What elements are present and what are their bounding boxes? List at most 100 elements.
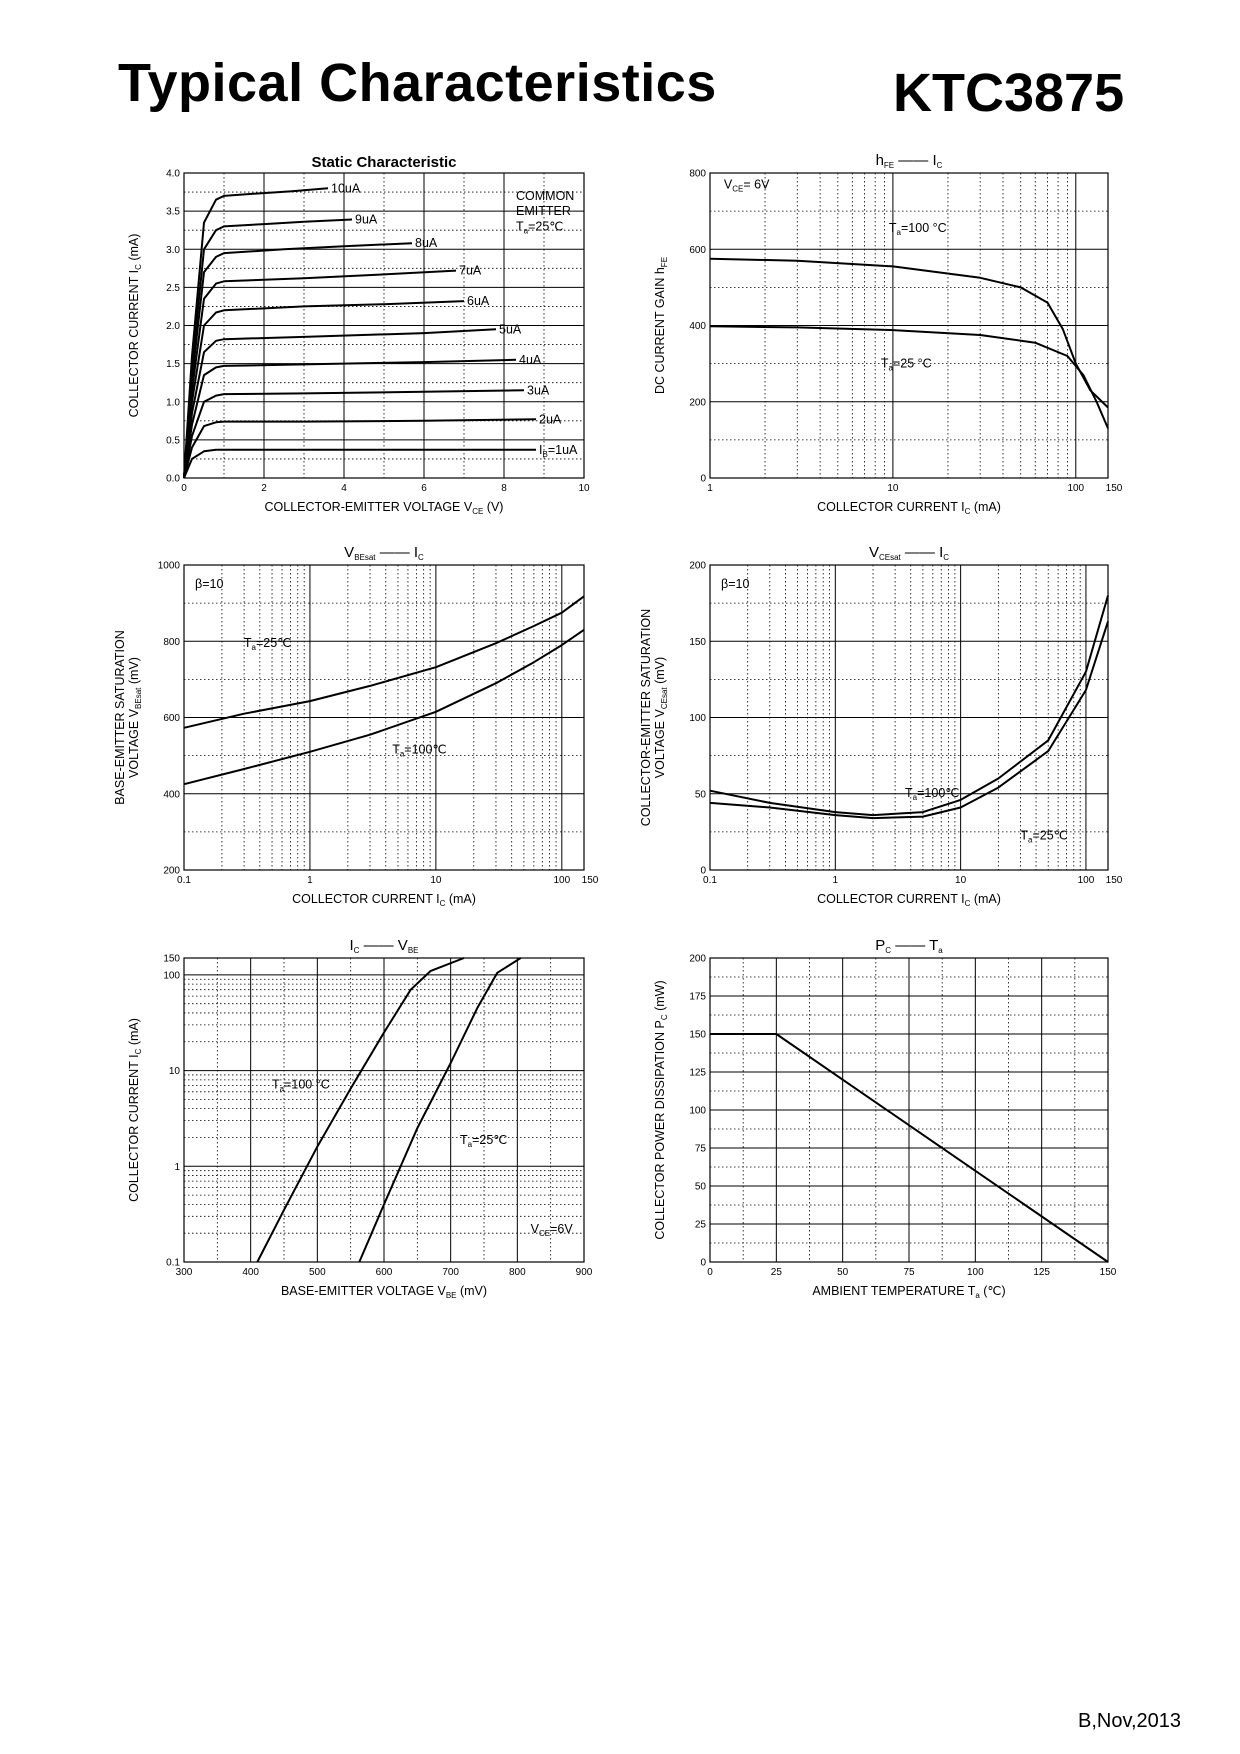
y-axis-subscript: C [660, 1014, 669, 1020]
y-tick-label: 1.5 [166, 359, 180, 370]
series-label: Ta=25 °C [881, 356, 932, 372]
series-label: 2uA [539, 412, 562, 426]
plot-frame [183, 957, 585, 1263]
y-tick-label: 50 [695, 789, 707, 800]
series-line-1 [183, 418, 537, 479]
y-tick-label: 4.0 [166, 169, 180, 180]
x-axis-label: COLLECTOR CURRENT IC (mA) [817, 500, 1001, 516]
y-axis-title-2: VOLTAGE [653, 718, 667, 779]
series-line-0 [183, 595, 585, 729]
y-tick-label: 75 [695, 1144, 707, 1155]
x-tick-label: 6 [421, 483, 427, 494]
note-beta: β=10 [721, 577, 749, 591]
plot-frame [183, 172, 585, 479]
x-axis-symbol: V [464, 500, 473, 514]
x-axis-title: COLLECTOR CURRENT [817, 500, 961, 514]
y-tick-label: 125 [689, 1068, 706, 1079]
x-axis-unit: (V) [483, 500, 503, 514]
x-axis-unit: (mA) [970, 892, 1001, 906]
y-tick-label: 400 [163, 789, 180, 800]
series-label: 9uA [355, 213, 378, 227]
note-vce: VCE= 6V [724, 177, 770, 193]
x-tick-label: 0 [181, 483, 187, 494]
x-tick-label: 0.1 [703, 875, 717, 886]
x-tick-label: 150 [1100, 1267, 1117, 1278]
x-tick-label: 100 [1067, 483, 1084, 494]
y-axis-unit: (mA) [127, 234, 141, 265]
x-tick-label: 50 [837, 1267, 849, 1278]
grid [183, 564, 584, 871]
x-tick-label: 0.1 [177, 875, 191, 886]
series-label: Ta=100 °C [889, 221, 947, 237]
x-tick-label: 1 [833, 875, 839, 886]
series-line-5 [183, 300, 465, 479]
series-line-8 [183, 218, 353, 479]
x-tick-label: 150 [582, 875, 599, 886]
chart-title: VCEsat —— IC [869, 544, 949, 562]
page-title: Typical Characteristics [118, 53, 717, 113]
y-axis-title: COLLECTOR-EMITTER SATURATION [639, 609, 653, 826]
x-axis-subscript: CE [472, 507, 483, 516]
y-tick-label: 600 [689, 245, 706, 256]
x-tick-label: 10 [430, 875, 442, 886]
series-label: 4uA [519, 353, 542, 367]
x-axis-unit: (mA) [970, 500, 1001, 514]
series-label: Ta=25℃ [244, 636, 291, 652]
series-label: Ta=100℃ [392, 743, 446, 759]
chart-pc-ta: 0 25 50 75 100 125 150 0 25 50 75 100 125 150 175 200 AM… [653, 937, 1117, 1300]
y-tick-label: 800 [163, 637, 180, 648]
y-axis-subscript: CEsat [660, 687, 669, 710]
y-tick-label: 175 [689, 992, 706, 1003]
y-tick-label: 200 [689, 954, 706, 965]
y-axis-label: VOLTAGE VCEsat (mV) [653, 657, 669, 778]
series-label: Ta=25℃ [1020, 829, 1067, 845]
series-label: 10uA [331, 181, 361, 195]
x-axis-title: AMBIENT TEMPERATURE [812, 1284, 967, 1298]
y-tick-label: 25 [695, 1220, 707, 1231]
x-tick-label: 100 [1078, 875, 1095, 886]
y-axis-label: COLLECTOR CURRENT IC (mA) [127, 234, 143, 418]
part-number: KTC3875 [893, 63, 1125, 123]
y-tick-label: 1000 [158, 561, 181, 572]
x-axis-unit: (mA) [445, 892, 476, 906]
y-axis-label: COLLECTOR POWER DISSIPATION PC (mW) [653, 980, 669, 1239]
series-line-1 [358, 957, 522, 1263]
y-axis-unit: (mV) [653, 657, 667, 688]
x-axis-unit: (℃) [980, 1284, 1006, 1298]
series-label: Ta=25℃ [460, 1133, 507, 1149]
x-axis-title: COLLECTOR-EMITTER VOLTAGE [265, 500, 464, 514]
y-axis-label: VOLTAGE VBEsat (mV) [127, 657, 143, 778]
y-tick-label: 3.5 [166, 207, 180, 218]
y-tick-label: 3.0 [166, 245, 180, 256]
y-tick-label: 1.0 [166, 397, 180, 408]
x-axis-unit: (mV) [456, 1284, 487, 1298]
y-axis-title: BASE-EMITTER SATURATION [113, 630, 127, 805]
x-tick-label: 100 [553, 875, 570, 886]
plot-frame [709, 172, 1109, 479]
x-tick-label: 8 [501, 483, 507, 494]
x-tick-label: 600 [376, 1267, 393, 1278]
series-label: 8uA [415, 236, 438, 250]
x-axis-symbol: T [968, 1284, 976, 1298]
series-label: 7uA [459, 264, 482, 278]
x-axis-symbol: V [437, 1284, 446, 1298]
x-tick-label: 1 [307, 875, 313, 886]
series-label: Ta=100℃ [905, 786, 959, 802]
x-axis-label: AMBIENT TEMPERATURE Ta (℃) [812, 1284, 1005, 1300]
plot-frame [709, 957, 1109, 1263]
series-line-0 [709, 595, 1109, 817]
series-line-0 [256, 957, 465, 1263]
y-axis-title: DC CURRENT GAIN [653, 274, 667, 394]
series-line-3 [183, 358, 517, 479]
y-tick-label: 150 [689, 1030, 706, 1041]
x-tick-label: 125 [1033, 1267, 1050, 1278]
y-axis-title-2: VOLTAGE [127, 717, 141, 778]
grid [709, 172, 1108, 479]
x-tick-label: 300 [176, 1267, 193, 1278]
series-line-2 [183, 389, 525, 479]
y-tick-label: 200 [163, 866, 180, 877]
y-axis-symbol: P [653, 1020, 667, 1028]
note-vce: VCE=6V [531, 1222, 574, 1238]
series-label: 3uA [527, 383, 550, 397]
series-line-9 [183, 187, 329, 479]
